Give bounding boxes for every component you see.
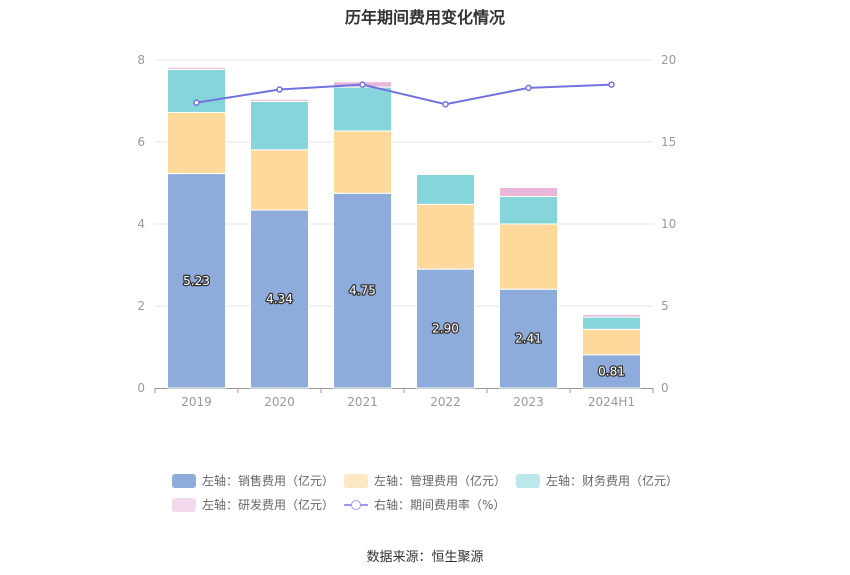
x-axis-tick-label: 2020 (264, 395, 295, 409)
bar-segment-series-2 (416, 173, 475, 205)
right-axis-tick-label: 0 (661, 381, 669, 395)
data-source-note: 数据来源：恒生聚源 (366, 550, 484, 565)
bar-segment-series-1 (250, 149, 309, 211)
right-axis-tick-label: 10 (661, 217, 676, 231)
expense-ratio-point (193, 99, 200, 106)
bar-segment-series-2 (499, 196, 558, 225)
legend-line-icon (344, 498, 368, 512)
bar-segment-series-2 (167, 68, 226, 113)
bar-data-label: 4.34 (266, 292, 293, 306)
bar-segment-series-1 (167, 111, 226, 175)
left-axis-tick-label: 4 (137, 217, 145, 231)
legend-label-sales: 左轴：销售费用（亿元） (202, 474, 335, 488)
bar-segment-series-1 (582, 328, 641, 356)
bar-segment-series-3 (582, 314, 641, 318)
bar-data-label: 2.90 (432, 322, 459, 336)
legend-swatch-admin (344, 473, 368, 488)
expense-ratio-point (525, 84, 532, 92)
x-axis-tick-label: 2019 (181, 395, 212, 409)
legend-swatch-rd (172, 497, 196, 512)
bar-data-label: 5.23 (183, 274, 210, 288)
chart-plot: 0 2 4 6 8 0 5 10 15 20 2019 2020 2021 2022 2023 2024H1 5… (137, 53, 676, 409)
x-axis-tick-label: 2024H1 (588, 395, 635, 409)
bar-data-label: 4.75 (349, 284, 376, 298)
bar-segment-series-0 (582, 354, 641, 389)
expense-ratio-point (608, 81, 615, 88)
right-axis-tick-label: 15 (661, 135, 676, 149)
bar-segment-series-1 (333, 130, 392, 194)
bar-segment-series-0 (499, 288, 558, 389)
expense-ratio-point (442, 101, 449, 108)
bar-segment-series-3 (167, 66, 226, 70)
bar-segment-series-1 (416, 203, 475, 270)
left-axis-tick-label: 8 (137, 53, 145, 67)
bar-segment-series-3 (499, 187, 558, 198)
legend-swatch-sales (172, 473, 196, 488)
right-axis-tick-label: 5 (661, 299, 669, 313)
legend-label-ratio: 右轴：期间费用率（%） (374, 498, 506, 512)
left-axis-tick-label: 0 (137, 381, 145, 395)
expense-ratio-point (359, 81, 366, 88)
bar-segment-series-1 (499, 223, 558, 290)
bar-segment-series-2 (333, 86, 392, 132)
expense-ratio-point (276, 86, 283, 93)
left-axis-tick-label: 2 (137, 299, 145, 313)
legend-item-rd-expense[interactable]: 左轴：研发费用（亿元） (172, 496, 334, 513)
bar-data-label: 0.81 (598, 364, 625, 378)
bar-segment-series-3 (416, 173, 475, 175)
legend-swatch-finance (516, 473, 540, 488)
legend-item-sales-expense[interactable]: 左轴：销售费用（亿元） (172, 472, 334, 489)
legend-item-expense-ratio[interactable]: 右轴：期间费用率（%） (344, 496, 505, 513)
legend-label-finance: 左轴：财务费用（亿元） (546, 474, 679, 488)
x-axis-tick-label: 2023 (513, 395, 544, 409)
bar-data-label: 2.41 (515, 332, 542, 346)
legend-label-rd: 左轴：研发费用（亿元） (202, 498, 335, 512)
expense-ratio-line (196, 83, 612, 106)
bar-segment-series-3 (250, 98, 309, 102)
x-axis-tick-label: 2021 (347, 395, 378, 409)
left-axis-tick-label: 6 (137, 135, 145, 149)
legend-label-admin: 左轴：管理费用（亿元） (374, 474, 507, 488)
right-axis-tick-label: 20 (661, 53, 676, 67)
x-axis-tick-label: 2022 (430, 395, 461, 409)
bar-segment-series-2 (582, 316, 641, 330)
bar-segment-series-2 (250, 100, 309, 151)
chart-title: 历年期间费用变化情况 (344, 8, 505, 27)
legend-item-finance-expense[interactable]: 左轴：财务费用（亿元） (516, 472, 678, 489)
legend-item-admin-expense[interactable]: 左轴：管理费用（亿元） (344, 472, 506, 489)
